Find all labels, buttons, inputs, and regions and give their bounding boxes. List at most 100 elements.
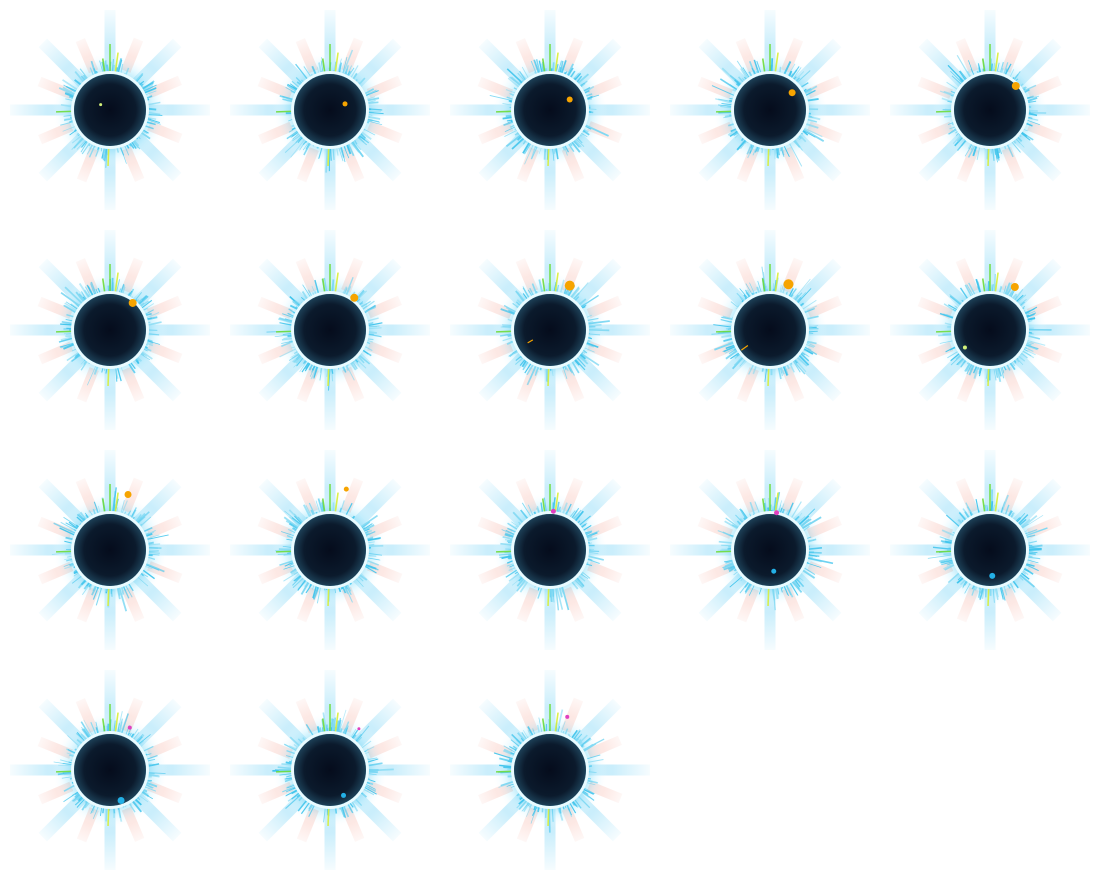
corona-frame: [0, 660, 220, 880]
limb-ring: [731, 511, 809, 589]
sun-disk: [734, 514, 806, 586]
corona-frame: [880, 220, 1100, 440]
limb-ring: [951, 71, 1029, 149]
corona-filament: [796, 508, 816, 528]
corona-frame-image: [450, 10, 650, 210]
corona-ray: [764, 362, 776, 430]
limb-ring: [71, 731, 149, 809]
corona-filament: [947, 64, 967, 85]
tracked-feature: [342, 101, 348, 107]
colored-spike: [334, 712, 339, 735]
colored-spike: [496, 330, 515, 333]
corona-frame-image: [890, 230, 1090, 430]
tracked-feature: [350, 293, 359, 302]
corona-ray: [764, 582, 776, 650]
limb-ring: [71, 511, 149, 589]
tracked-feature: [788, 89, 796, 97]
colored-spike: [276, 550, 295, 553]
corona-filament: [787, 139, 803, 167]
corona-frame: [0, 220, 220, 440]
corona-frame-image: [890, 10, 1090, 210]
corona-filament: [555, 709, 564, 736]
limb-ring: [71, 71, 149, 149]
colored-spike: [107, 585, 110, 606]
corona-filament: [736, 60, 751, 82]
colored-spike: [547, 365, 550, 386]
corona-filament: [290, 136, 308, 158]
colored-spike: [276, 770, 295, 773]
corona-frame: [440, 660, 660, 880]
corona-frame-image: [10, 10, 210, 210]
corona-frame: [440, 220, 660, 440]
corona-frame-image: [10, 670, 210, 870]
colored-spike: [936, 330, 955, 333]
tracked-feature: [117, 796, 125, 804]
sun-disk: [954, 294, 1026, 366]
colored-spike: [114, 52, 119, 75]
corona-frame: [440, 0, 660, 220]
corona-ray: [324, 362, 336, 430]
colored-spike: [716, 110, 735, 113]
tracked-feature: [124, 491, 132, 499]
corona-filament: [790, 278, 811, 303]
sun-disk: [734, 294, 806, 366]
secondary-feature: [527, 339, 534, 344]
tracked-feature: [1011, 81, 1020, 90]
corona-frame-image: [450, 450, 650, 650]
limb-ring: [951, 291, 1029, 369]
colored-spike: [114, 272, 119, 295]
colored-spike: [554, 712, 559, 735]
colored-spike: [496, 770, 515, 773]
corona-filament: [341, 49, 354, 78]
secondary-feature: [771, 568, 777, 574]
colored-spike: [107, 145, 110, 166]
tracked-feature: [343, 486, 349, 492]
corona-frame: [880, 440, 1100, 660]
colored-spike: [994, 492, 999, 515]
colored-spike: [936, 110, 955, 113]
corona-filament: [577, 350, 600, 367]
sun-disk: [294, 734, 366, 806]
colored-spike: [496, 110, 515, 113]
sun-disk: [514, 514, 586, 586]
corona-frame-image: [230, 10, 430, 210]
limb-ring: [291, 731, 369, 809]
corona-filament: [64, 286, 86, 307]
colored-spike: [327, 365, 330, 386]
corona-frame-image: [890, 450, 1090, 650]
colored-spike: [987, 365, 990, 386]
corona-filament: [584, 328, 610, 332]
colored-spike: [774, 52, 779, 75]
corona-filament: [53, 522, 79, 536]
limb-ring: [951, 511, 1029, 589]
corona-filament: [87, 362, 98, 386]
corona-frame: [220, 440, 440, 660]
limb-ring: [731, 291, 809, 369]
colored-spike: [334, 52, 339, 75]
secondary-feature: [962, 345, 967, 350]
corona-filament: [711, 85, 738, 98]
corona-filament: [1022, 527, 1048, 538]
limb-ring: [291, 291, 369, 369]
corona-filament: [1018, 514, 1044, 531]
corona-ray: [984, 362, 996, 430]
secondary-feature: [357, 727, 361, 731]
corona-ray: [544, 142, 556, 210]
corona-filament: [364, 768, 394, 772]
limb-ring: [511, 731, 589, 809]
corona-ray: [544, 362, 556, 430]
limb-ring: [511, 71, 589, 149]
tracked-feature: [550, 508, 556, 514]
corona-frame-image: [670, 230, 870, 430]
corona-frame: [660, 440, 880, 660]
colored-spike: [114, 492, 119, 515]
colored-spike: [547, 805, 550, 826]
colored-spike: [994, 272, 999, 295]
colored-spike: [327, 805, 330, 826]
corona-ray: [104, 802, 116, 870]
tracked-feature: [989, 572, 996, 579]
corona-filament: [761, 266, 767, 296]
colored-spike: [107, 805, 110, 826]
sun-disk: [954, 74, 1026, 146]
corona-frame-image: [230, 230, 430, 430]
